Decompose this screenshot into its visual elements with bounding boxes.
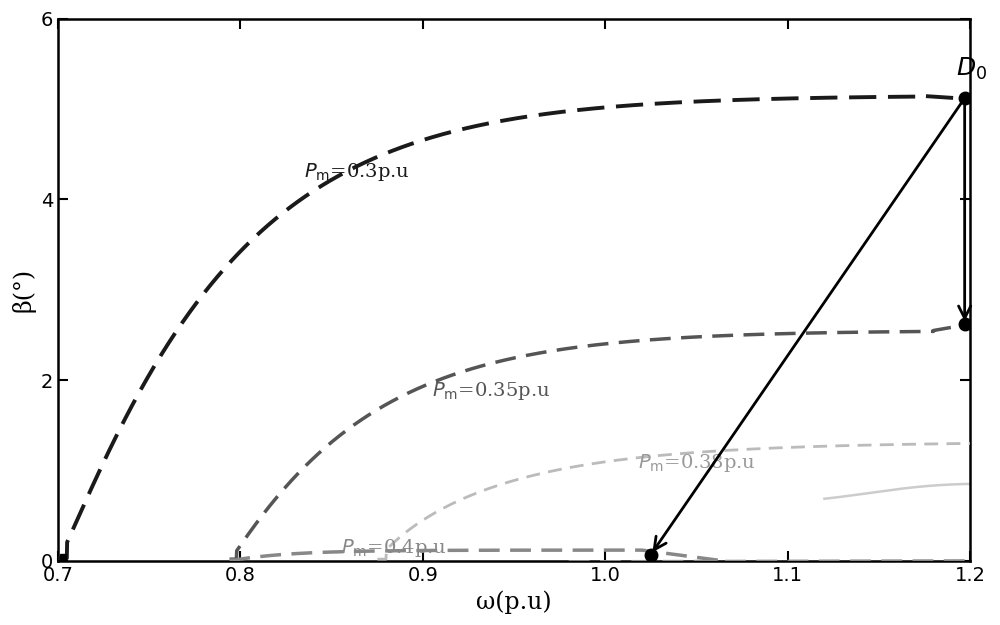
Text: $\it{P}$$_{\rm{m}}$=0.35p.u: $\it{P}$$_{\rm{m}}$=0.35p.u [432, 380, 550, 402]
Y-axis label: β(°): β(°) [11, 268, 35, 312]
Text: $\it{P}$$_{\rm{m}}$=0.3p.u: $\it{P}$$_{\rm{m}}$=0.3p.u [304, 161, 410, 183]
Text: $\it{P}$$_{\rm{m}}$=0.4p.u: $\it{P}$$_{\rm{m}}$=0.4p.u [341, 538, 446, 559]
X-axis label: ω(p.u): ω(p.u) [476, 591, 552, 614]
Text: $\it{P}$$_{\rm{m}}$=0.38p.u: $\it{P}$$_{\rm{m}}$=0.38p.u [638, 452, 756, 474]
Text: $D_0$: $D_0$ [956, 56, 987, 82]
